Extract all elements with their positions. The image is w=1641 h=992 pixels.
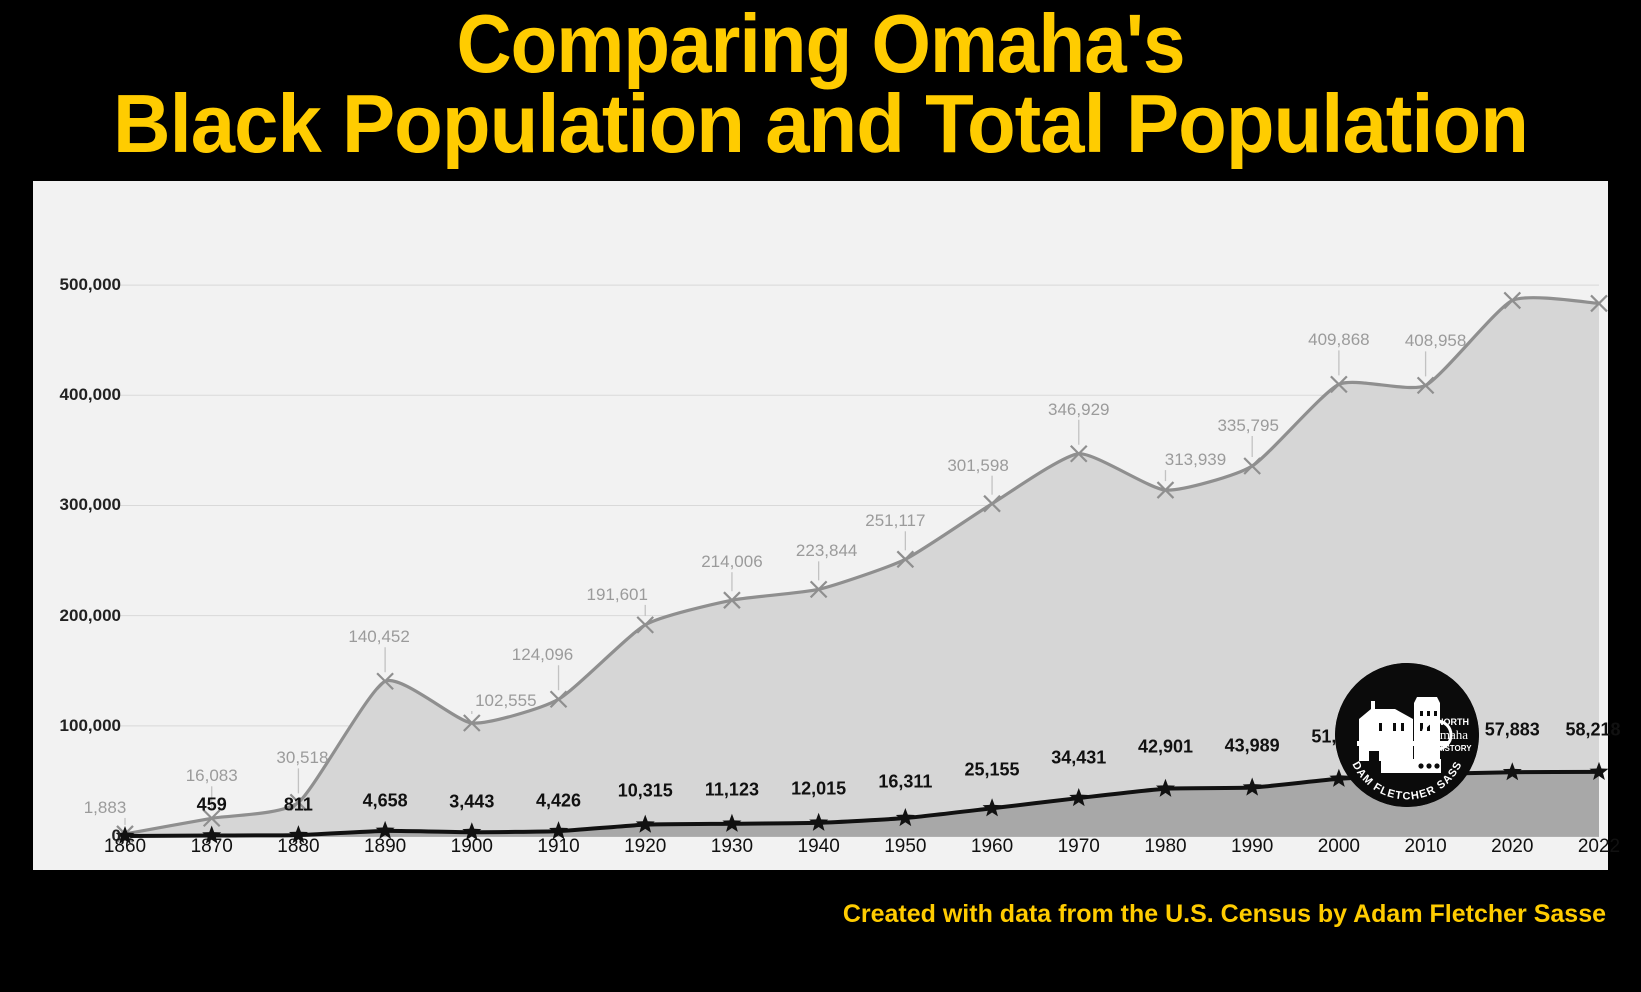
black-population-data-label: 42,901 (1137, 736, 1193, 757)
x-tick-label: 1990 (1231, 836, 1274, 857)
title-line-1: Comparing Omaha's (456, 0, 1185, 90)
black-population-data-label: 3,443 (449, 791, 495, 812)
black-population-data-label: 58,218 (1565, 719, 1621, 740)
total-population-data-label: 409,868 (1308, 330, 1370, 350)
total-population-data-label: 124,096 (511, 645, 574, 665)
logo-top-text: NORTH (1437, 717, 1469, 727)
black-population-data-label: 12,015 (791, 778, 847, 799)
logo-bottom-text: HISTORY (1436, 744, 1472, 753)
y-tick-label: 100,000 (59, 715, 121, 735)
total-population-data-label: 408,958 (1404, 331, 1467, 351)
x-tick-label: 1970 (1057, 836, 1100, 857)
x-tick-label: 1980 (1144, 836, 1187, 857)
north-omaha-history-logo: NORTH maha HISTORY ADAM FLETCHER SASSE (1335, 663, 1479, 807)
total-population-data-label: 223,844 (795, 541, 858, 561)
x-tick-label: 2010 (1404, 836, 1447, 857)
x-axis: 1860 1870 1880 1890 1900 1910 1920 1930 1940 1950… (33, 836, 1620, 870)
logo-graphic: NORTH maha HISTORY ADAM FLETCHER SASSE (1335, 663, 1479, 807)
black-population-data-label: 4,658 (362, 790, 408, 811)
x-tick-label: 2000 (1317, 836, 1361, 857)
total-population-data-label: 346,929 (1048, 399, 1110, 419)
title-line-2: Black Population and Total Population (112, 76, 1529, 170)
x-tick-label: 1960 (970, 836, 1014, 857)
x-tick-label: 1920 (624, 836, 667, 857)
total-population-data-label: 214,006 (701, 552, 763, 572)
y-tick-label: 300,000 (59, 495, 121, 515)
page-title: Comparing Omaha's Black Population and T… (0, 0, 1641, 170)
black-population-data-label: 16,311 (878, 771, 933, 792)
x-tick-label: 1870 (190, 836, 233, 857)
black-population-data-label: 57,883 (1484, 719, 1540, 740)
y-axis: 0 100,000 200,000 300,000 400,000 500,000 (33, 181, 121, 870)
total-population-data-label: 335,795 (1217, 416, 1279, 435)
total-population-data-label: 1,883 (83, 797, 127, 817)
total-population-data-label: 191,601 (586, 584, 648, 604)
x-tick-label: 2022 (1577, 836, 1621, 857)
black-population-data-label: 4,426 (535, 790, 582, 811)
total-population-data-label: 102,555 (475, 690, 537, 710)
x-tick-label: 1860 (103, 836, 147, 857)
x-tick-label: 1880 (277, 836, 320, 857)
chart-panel: ★ Omaha's Black Population ✕ Omaha's Tot… (33, 181, 1621, 870)
black-population-data-label: 10,315 (617, 780, 673, 801)
total-population-data-label: 30,518 (276, 748, 329, 768)
x-tick-label: 1900 (450, 836, 493, 857)
y-tick-label: 200,000 (59, 605, 121, 625)
black-population-data-label: 25,155 (964, 759, 1020, 780)
total-population-data-label: 313,939 (1164, 450, 1227, 470)
x-tick-label: 2020 (1491, 836, 1534, 857)
y-tick-label: 400,000 (59, 385, 121, 405)
y-tick-label: 0 (111, 826, 121, 845)
black-population-data-label: 34,431 (1051, 747, 1107, 768)
total-population-data-label: 16,083 (185, 766, 238, 786)
x-tick-label: 1930 (710, 836, 754, 857)
footer-credit: Created with data from the U.S. Census b… (842, 900, 1606, 928)
total-population-data-label: 251,117 (865, 511, 926, 531)
logo-mid-text: maha (1440, 727, 1468, 742)
black-population-data-label: 459 (196, 794, 227, 815)
total-population-data-label: 140,452 (348, 627, 410, 647)
x-tick-label: 1910 (537, 836, 580, 857)
y-tick-label: 500,000 (59, 275, 121, 295)
black-population-data-label: 11,123 (704, 779, 759, 800)
black-population-data-label: 811 (283, 794, 313, 815)
black-population-data-label: 43,989 (1224, 735, 1280, 756)
total-population-data-label: 301,598 (947, 455, 1009, 475)
x-tick-label: 1950 (884, 836, 927, 857)
x-tick-label: 1940 (797, 836, 840, 857)
x-tick-label: 1890 (363, 836, 407, 857)
